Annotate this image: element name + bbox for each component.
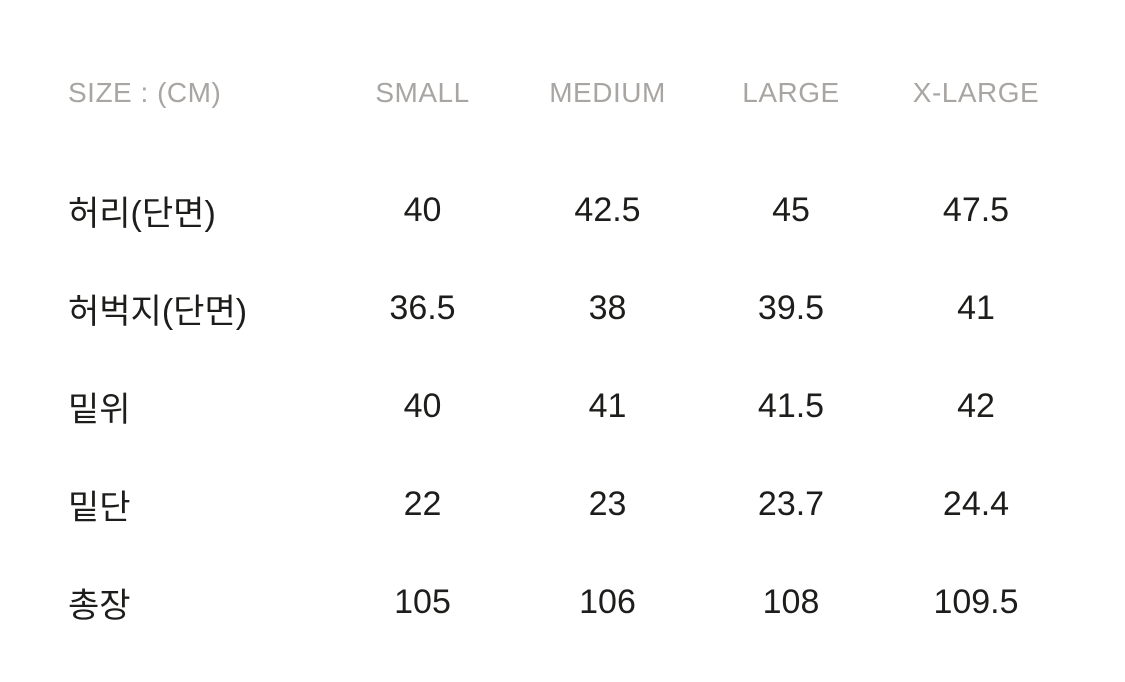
size-table-header-row: SIZE : (CM) SMALL MEDIUM LARGE X-LARGE [0,0,1070,161]
size-unit-label: SIZE : (CM) [68,77,222,108]
measurement-row-label: 허벅지(단면) [68,292,248,331]
measurement-row-label: 총장 [68,586,131,625]
measurement-value: 41 [957,288,995,327]
measurement-value: 45 [772,190,810,229]
measurement-value: 41 [588,386,627,425]
size-chart: SIZE : (CM) SMALL MEDIUM LARGE X-LARGE 허리(단… [0,0,1070,651]
measurement-value: 36.5 [389,288,456,327]
size-column-header: X-LARGE [912,77,1040,108]
table-row: 허벅지(단면) 36.5 38 39.5 41 [0,259,1070,357]
measurement-row-label: 밑위 [68,390,131,429]
measurement-value: 23.7 [757,484,825,523]
measurement-value: 41.5 [757,386,825,425]
table-row: 밑위 40 41 41.5 42 [0,357,1070,455]
measurement-value: 42.5 [574,190,641,229]
measurement-value: 23 [588,484,627,523]
size-column-header: SMALL [375,77,470,108]
measurement-value: 105 [394,582,451,621]
measurement-value: 108 [762,582,820,621]
measurement-value: 38 [588,288,627,327]
measurement-value: 47.5 [942,190,1010,229]
measurement-value: 106 [579,582,636,621]
size-column-header: MEDIUM [549,77,666,108]
measurement-row-label: 허리(단면) [68,194,216,233]
table-row: 허리(단면) 40 42.5 45 47.5 [0,161,1070,259]
measurement-value: 40 [403,190,442,229]
size-table-head: SIZE : (CM) SMALL MEDIUM LARGE X-LARGE [0,0,1070,161]
measurement-value: 22 [403,484,442,523]
size-table-body: 허리(단면) 40 42.5 45 47.5 허벅지(단면) 36.5 38 39.5 41 밑위 4… [0,161,1070,651]
table-row: 밑단 22 23 23.7 24.4 [0,455,1070,553]
measurement-value: 109.5 [933,582,1019,621]
measurement-value: 39.5 [757,288,825,327]
size-table: SIZE : (CM) SMALL MEDIUM LARGE X-LARGE 허리(단… [0,0,1070,651]
measurement-row-label: 밑단 [68,488,131,527]
table-row: 총장 105 106 108 109.5 [0,553,1070,651]
size-column-header: LARGE [742,77,840,108]
measurement-value: 40 [403,386,442,425]
measurement-value: 24.4 [942,484,1010,523]
measurement-value: 42 [957,386,995,425]
